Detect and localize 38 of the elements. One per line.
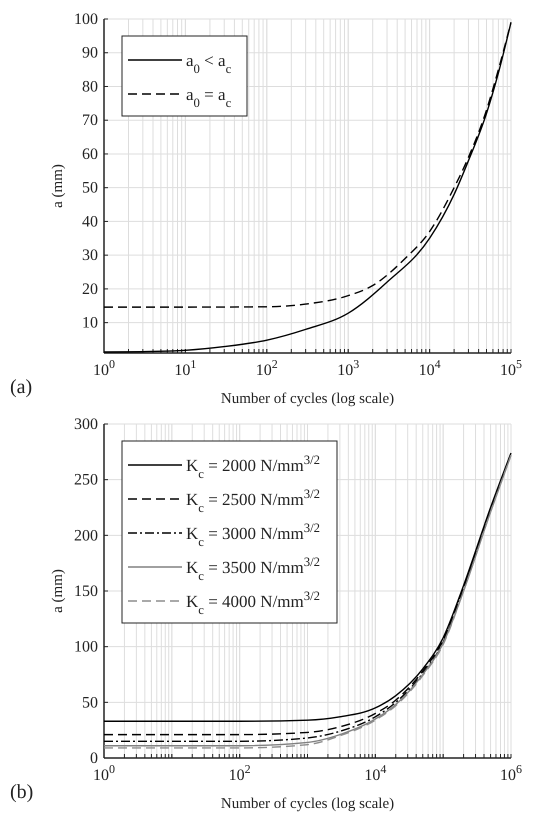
y-tick-label: 70 xyxy=(82,112,98,130)
legend-label: K$_{c}$ = 3000 N/mm$^{3/2}$ xyxy=(186,521,320,549)
legend-label: K$_{c}$ = 2500 N/mm$^{3/2}$ xyxy=(186,487,320,515)
y-tick-label: 60 xyxy=(82,146,98,163)
text: (b) xyxy=(10,781,34,803)
legend-label: K$_{c}$ = 3500 N/mm$^{3/2}$ xyxy=(186,555,320,583)
y-tick-label: 80 xyxy=(82,78,98,96)
y-tick-label: 300 xyxy=(74,416,98,433)
x-tick-label: 10$^{4}$ xyxy=(418,357,441,379)
x-axis-title: Number of cycles (log scale) xyxy=(220,796,394,812)
y-tick-label: 250 xyxy=(74,472,98,489)
y-tick-label: 10 xyxy=(82,314,98,332)
y-axis-title: a (mm) xyxy=(50,569,66,613)
legend-label: K$_{c}$ = 4000 N/mm$^{3/2}$ xyxy=(186,589,320,617)
x-tick-label: 10$^{1}$ xyxy=(174,357,196,379)
y-tick-label: 100 xyxy=(74,11,98,28)
x-tick-label: 10$^{5}$ xyxy=(500,357,522,379)
x-tick-label: 10$^{2}$ xyxy=(256,357,278,379)
y-axis-title: a (mm) xyxy=(50,164,66,208)
x-tick-label: 10$^{0}$ xyxy=(93,357,115,379)
x-tick-label: 10$^{4}$ xyxy=(364,762,386,784)
y-tick-label: 100 xyxy=(74,638,98,656)
y-tick-label: 50 xyxy=(82,180,98,197)
y-tick-label: 200 xyxy=(74,527,98,544)
legend-label: a$_{0}$ < a$_{c}$ xyxy=(186,51,232,76)
y-tick-label: 150 xyxy=(74,583,98,600)
x-tick-label: 10$^{2}$ xyxy=(228,762,251,784)
y-tick-label: 40 xyxy=(82,213,98,230)
x-tick-label: 10$^{6}$ xyxy=(500,762,522,784)
x-tick-label: 10$^{3}$ xyxy=(337,357,360,379)
legend-label: a$_{0}$ = a$_{c}$ xyxy=(186,85,232,110)
legend-label: K$_{c}$ = 2000 N/mm$^{3/2}$ xyxy=(186,453,320,481)
y-tick-label: 90 xyxy=(82,44,98,62)
y-tick-label: 20 xyxy=(82,280,98,298)
text: (a) xyxy=(10,376,32,398)
x-axis-title: Number of cycles (log scale) xyxy=(220,391,394,407)
y-tick-label: 50 xyxy=(82,694,98,712)
y-tick-label: 30 xyxy=(82,247,98,264)
